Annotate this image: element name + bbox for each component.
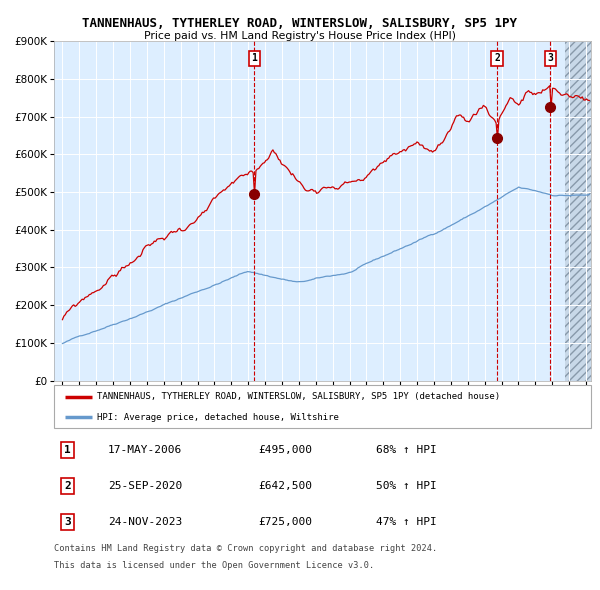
Text: Contains HM Land Registry data © Crown copyright and database right 2024.: Contains HM Land Registry data © Crown c…	[54, 544, 437, 553]
Text: 47% ↑ HPI: 47% ↑ HPI	[376, 517, 437, 527]
Text: Price paid vs. HM Land Registry's House Price Index (HPI): Price paid vs. HM Land Registry's House …	[144, 31, 456, 41]
Text: 68% ↑ HPI: 68% ↑ HPI	[376, 445, 437, 455]
Text: 3: 3	[548, 53, 553, 63]
Text: 25-SEP-2020: 25-SEP-2020	[108, 481, 182, 491]
Text: 50% ↑ HPI: 50% ↑ HPI	[376, 481, 437, 491]
Text: £642,500: £642,500	[258, 481, 312, 491]
Text: This data is licensed under the Open Government Licence v3.0.: This data is licensed under the Open Gov…	[54, 560, 374, 569]
Text: 2: 2	[64, 481, 71, 491]
Text: 3: 3	[64, 517, 71, 527]
Text: TANNENHAUS, TYTHERLEY ROAD, WINTERSLOW, SALISBURY, SP5 1PY: TANNENHAUS, TYTHERLEY ROAD, WINTERSLOW, …	[83, 17, 517, 30]
Text: £725,000: £725,000	[258, 517, 312, 527]
Text: £495,000: £495,000	[258, 445, 312, 455]
Text: 17-MAY-2006: 17-MAY-2006	[108, 445, 182, 455]
Text: 1: 1	[64, 445, 71, 455]
Text: TANNENHAUS, TYTHERLEY ROAD, WINTERSLOW, SALISBURY, SP5 1PY (detached house): TANNENHAUS, TYTHERLEY ROAD, WINTERSLOW, …	[97, 392, 500, 401]
Bar	[565, 41, 591, 381]
Text: 24-NOV-2023: 24-NOV-2023	[108, 517, 182, 527]
Text: HPI: Average price, detached house, Wiltshire: HPI: Average price, detached house, Wilt…	[97, 412, 339, 422]
Text: 2: 2	[494, 53, 500, 63]
FancyBboxPatch shape	[54, 385, 591, 428]
Text: 1: 1	[251, 53, 257, 63]
